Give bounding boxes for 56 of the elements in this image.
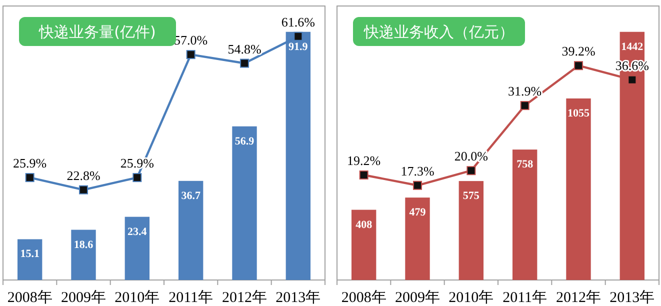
data-label: 23.4 [128,226,148,238]
data-label: 408 [356,218,373,231]
data-label: 39.2% [562,44,596,59]
data-label: 18.6 [74,238,94,251]
data-label: 15.1 [20,248,40,260]
data-label: 17.3% [400,163,434,178]
point [79,185,88,194]
x-tick-label: 2013年 [610,289,655,306]
point [25,173,34,182]
x-tick-label: 2012年 [556,289,601,306]
bar [458,181,484,280]
bar [512,150,538,280]
data-label: 575 [462,190,480,202]
bar [71,230,96,280]
point [520,101,530,110]
point [294,32,303,41]
data-label: 61.6% [281,14,316,30]
bar [351,210,376,280]
bar [124,216,150,280]
data-label: 25.9% [13,156,47,171]
chart-title: 快递业务量(亿件) [38,23,156,41]
chart-title: 快递业务收入（亿元） [363,23,514,41]
point [240,58,249,68]
x-tick-label: 2009年 [61,289,106,306]
x-tick-label: 2009年 [395,289,440,306]
x-tick-label: 2008年 [7,289,52,306]
data-label: 36.7 [181,190,201,202]
x-tick-label: 2013年 [276,289,321,306]
x-tick-label: 2010年 [114,289,160,306]
x-tick-label: 2012年 [222,289,267,306]
bar [178,180,204,280]
point [413,180,422,190]
data-label: 31.9% [508,84,542,99]
point [359,170,368,180]
data-label: 1442 [621,40,644,53]
data-label: 54.8% [228,41,262,56]
x-tick-label: 2011年 [168,289,214,306]
point [466,166,476,176]
bar [405,198,430,280]
point [132,173,142,182]
point [628,75,637,84]
data-label: 22.8% [66,168,100,183]
bar [566,98,591,280]
data-label: 758 [516,158,534,171]
data-label: 56.9 [234,135,255,148]
bar [17,239,42,280]
x-tick-label: 2011年 [502,289,548,306]
bar [232,126,257,280]
point [574,61,583,70]
x-tick-label: 2008年 [341,289,386,306]
x-tick-label: 2010年 [448,289,494,306]
data-label: 19.2% [347,152,381,168]
data-label: 1055 [568,107,590,120]
data-label: 91.9 [288,40,308,53]
data-label: 479 [409,206,426,219]
point [186,50,196,60]
